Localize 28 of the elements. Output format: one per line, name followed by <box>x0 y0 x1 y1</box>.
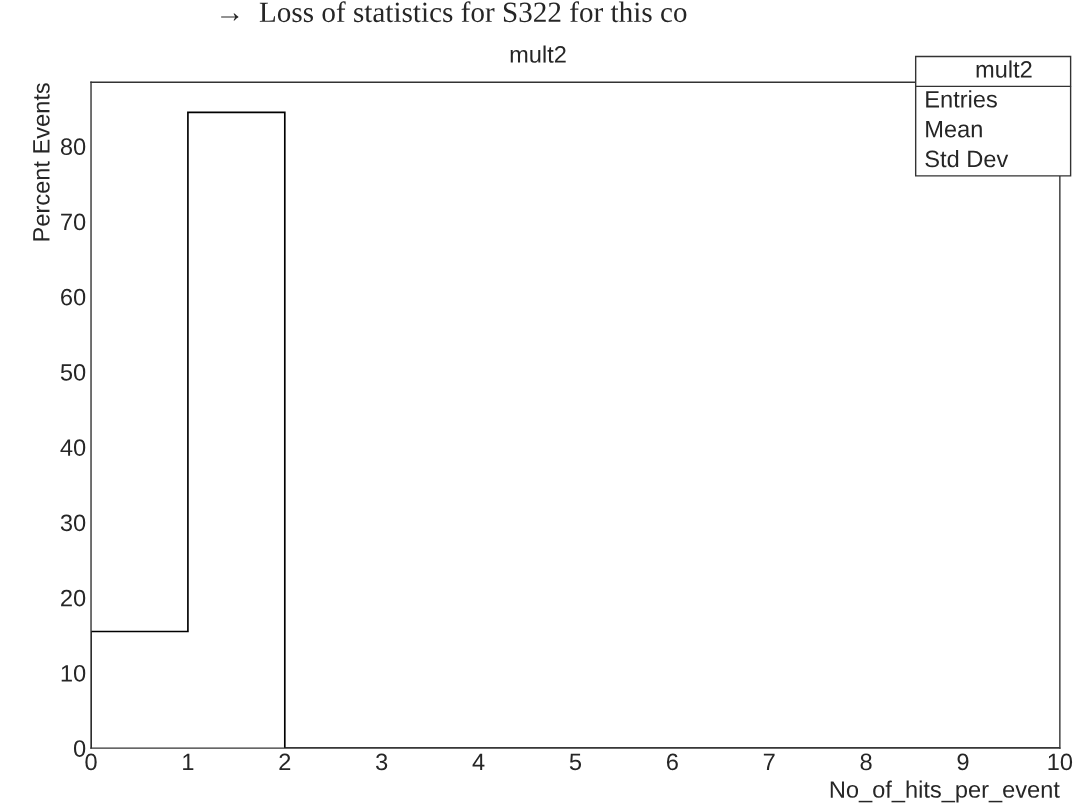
chart-title: mult2 <box>510 45 566 63</box>
x-tick-label: 9 <box>957 753 969 771</box>
y-tick-label: 20 <box>61 589 86 607</box>
x-tick-label: 5 <box>569 753 582 771</box>
y-tick-label: 30 <box>60 514 86 532</box>
annotation: Mean <box>926 121 982 138</box>
annotation: Std Dev <box>925 149 1009 168</box>
y-tick-label: 50 <box>60 364 86 381</box>
text: → Loss of statistics for S322 for this co <box>221 1 687 23</box>
x-tick-label: 0 <box>85 753 97 771</box>
x-tick-label: 1 <box>183 753 194 771</box>
x-tick-label: 8 <box>860 753 872 771</box>
x-tick-label: 10 <box>1048 753 1073 771</box>
x-tick-label: 7 <box>763 753 775 771</box>
x-tick-label: 2 <box>279 753 291 771</box>
y-axis-title: Percent Events <box>33 83 50 241</box>
text: mult2 <box>976 60 1032 78</box>
x-axis-title: No_of_hits_per_event <box>830 780 1060 803</box>
x-tick-label: 6 <box>666 753 678 771</box>
y-tick-label: 60 <box>61 288 86 306</box>
y-tick-label: 10 <box>61 664 86 682</box>
y-tick-label: 0 <box>73 740 86 757</box>
y-tick-label: 80 <box>60 138 86 156</box>
annotation: Entries <box>926 90 997 108</box>
y-tick-label: 40 <box>60 439 86 456</box>
y-tick-label: 70 <box>61 213 86 231</box>
x-tick-label: 4 <box>472 753 485 771</box>
x-tick-label: 3 <box>376 753 388 771</box>
